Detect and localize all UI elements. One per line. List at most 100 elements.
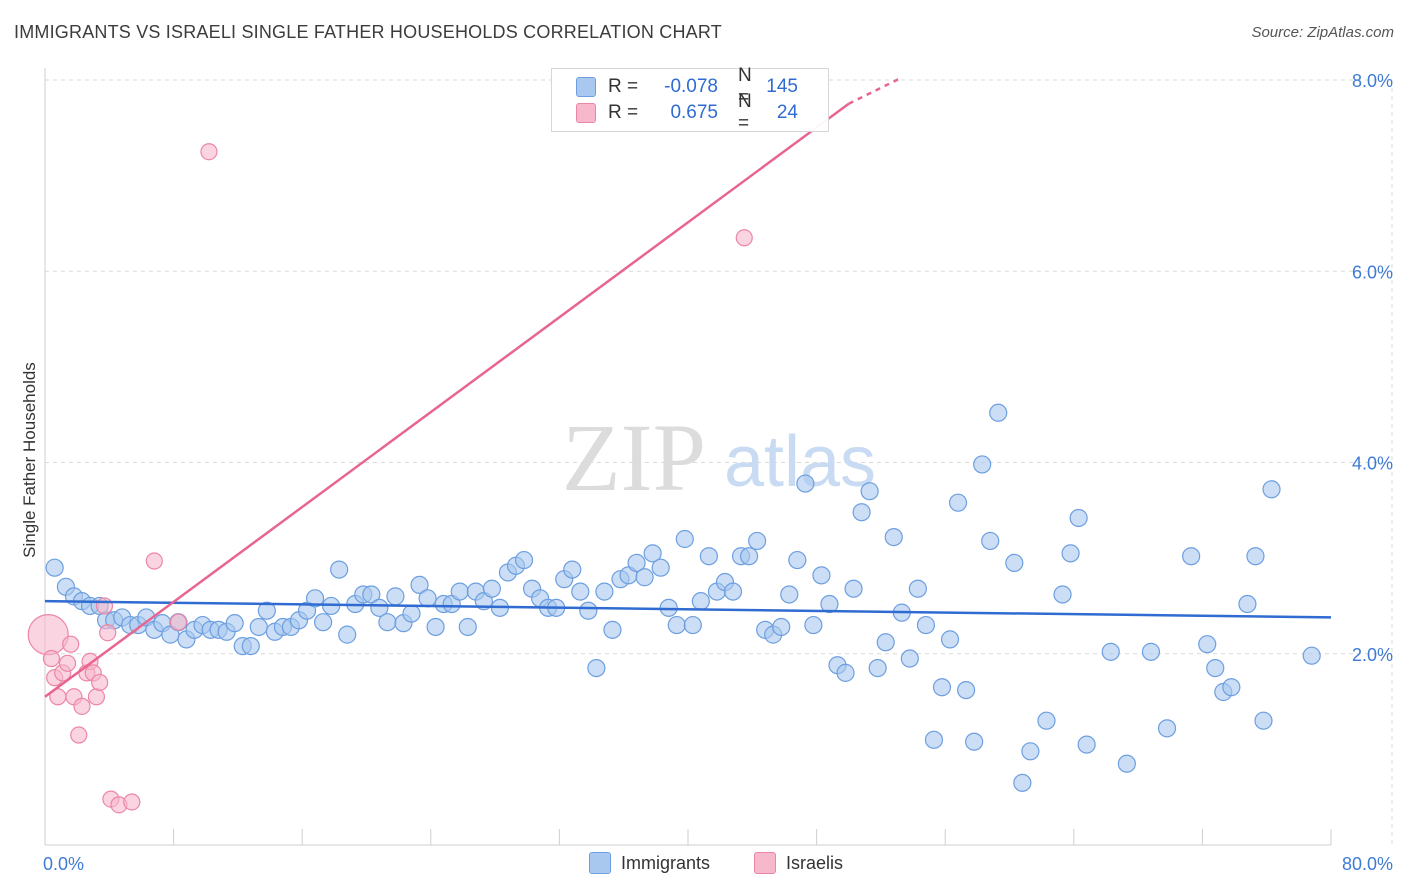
r-label: R = (608, 102, 639, 123)
immigrants-point (386, 587, 405, 606)
immigrants-point (1117, 754, 1136, 773)
immigrants-point (1182, 547, 1201, 566)
immigrants-point (338, 625, 357, 644)
immigrants-point (989, 403, 1008, 422)
watermark-zip: ZIP (562, 404, 706, 511)
immigrants-legend-swatch (589, 852, 611, 874)
israelis-points (27, 143, 753, 814)
immigrants-point (249, 617, 268, 637)
axes (44, 68, 1332, 846)
immigrants-point (956, 680, 976, 700)
israelis-point (27, 614, 69, 656)
immigrants-point (1262, 480, 1281, 499)
immigrants-point (1101, 642, 1120, 661)
immigrants-point (458, 617, 477, 637)
immigrants-point (820, 594, 839, 614)
immigrants-point (313, 613, 333, 632)
israelis-point (87, 688, 106, 706)
n-value: 145 (766, 76, 798, 97)
y-tick-label: 6.0% (1352, 262, 1393, 282)
immigrants-point (627, 553, 646, 573)
immigrants-point (844, 579, 863, 598)
immigrants-point (1005, 553, 1024, 573)
immigrants-point (330, 560, 349, 579)
israelis-point (70, 726, 88, 744)
immigrants-point (563, 560, 582, 579)
y-tick-label: 4.0% (1352, 454, 1393, 474)
israelis-point (62, 635, 80, 653)
r-value: 0.675 (670, 102, 718, 123)
series-legend: Immigrants Israelis (0, 852, 1406, 878)
immigrants-point (788, 550, 807, 570)
r-label: R = (608, 76, 639, 97)
immigrants-legend-label: Immigrants (621, 852, 711, 873)
immigrants-point (876, 633, 895, 652)
immigrants-point (739, 547, 759, 566)
immigrants-point (426, 617, 445, 637)
legend-item-israelis[interactable]: Israelis (754, 852, 843, 874)
israelis-point (58, 654, 77, 672)
immigrants-point (940, 630, 960, 649)
israelis-point (42, 649, 61, 668)
immigrants-point (683, 615, 702, 635)
immigrants-point (1198, 635, 1217, 654)
immigrants-point (1222, 678, 1241, 697)
israelis-point (95, 597, 114, 615)
r-value: -0.078 (664, 76, 718, 97)
israelis-legend-label: Israelis (786, 852, 844, 873)
immigrants-point (948, 493, 968, 512)
tick-labels: 2.0% 4.0% 6.0% 8.0% 0.0% 80.0% (43, 71, 1393, 874)
immigrants-point (225, 614, 244, 633)
chart-title: IMMIGRANTS VS ISRAELI SINGLE FATHER HOUS… (14, 22, 722, 42)
immigrants-point (603, 620, 622, 639)
israelis-legend-swatch (754, 852, 776, 874)
immigrants-point (924, 730, 944, 749)
immigrants-point (780, 585, 799, 604)
correlation-legend: R = -0.078 N = 145 R = 0.675 N = 24 (551, 65, 829, 134)
immigrants-point (1206, 658, 1225, 678)
immigrants-point (1021, 742, 1040, 761)
y-tick-label: 8.0% (1352, 71, 1393, 91)
israelis-point (145, 552, 163, 570)
immigrants-point (1157, 719, 1177, 738)
immigrants-point (579, 601, 598, 620)
immigrants-point (410, 575, 429, 595)
immigrants-point (418, 589, 437, 608)
israelis-trend-extension (848, 76, 902, 105)
watermark: ZIP atlas (562, 404, 876, 511)
immigrants-point (241, 636, 260, 656)
immigrants-point (772, 617, 791, 637)
israelis-point (735, 229, 753, 247)
immigrants-point (1061, 544, 1080, 563)
immigrants-point (884, 527, 903, 547)
israelis-point (200, 143, 218, 161)
immigrants-point (932, 678, 952, 697)
legend-item-immigrants[interactable]: Immigrants (589, 852, 710, 874)
immigrants-point (973, 455, 992, 474)
grid-lines (45, 79, 1393, 845)
immigrants-point (362, 585, 381, 604)
immigrants-point (804, 615, 823, 635)
immigrants-point (1141, 642, 1161, 661)
source-credit: Source: ZipAtlas.com (1251, 24, 1394, 41)
immigrants-point (450, 582, 469, 601)
immigrants-point (378, 613, 397, 632)
immigrants-point (667, 615, 686, 635)
immigrants-point (691, 592, 710, 611)
immigrants-point (1013, 773, 1032, 792)
israelis-trend-line (44, 102, 850, 698)
immigrants-point (305, 589, 325, 608)
immigrants-point (571, 582, 590, 601)
legend-row-israelis: R = 0.675 N = 24 (576, 91, 798, 134)
immigrants-point (370, 598, 389, 617)
immigrants-point (748, 531, 767, 551)
immigrants-point (699, 547, 718, 566)
immigrants-point (1077, 735, 1096, 754)
immigrants-point (675, 529, 694, 549)
trend-lines (44, 76, 1332, 698)
immigrants-point (900, 649, 919, 668)
immigrants-point (1238, 594, 1257, 614)
immigrants-point (45, 558, 64, 577)
immigrants-point (1069, 508, 1088, 528)
immigrants-point (651, 558, 670, 577)
